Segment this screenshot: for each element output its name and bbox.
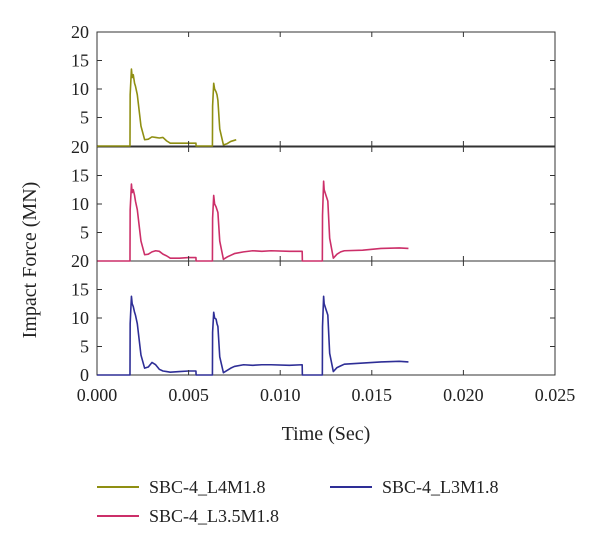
x-tick-label: 0.020 — [443, 385, 484, 405]
x-tick-label: 0.010 — [260, 385, 301, 405]
y-tick-label: 0 — [80, 365, 89, 385]
y-tick-label: 15 — [71, 51, 89, 71]
x-tick-label: 0.000 — [77, 385, 118, 405]
legend: SBC-4_L4M1.8 SBC-4_L3.5M1.8 SBC-4_L3M1.8 — [97, 477, 499, 526]
y-tick-label: 20 — [71, 22, 89, 42]
y-tick-label: 20 — [71, 137, 89, 157]
y-tick-label: 10 — [71, 194, 89, 214]
series-layer — [97, 68, 409, 376]
x-axis-title: Time (Sec) — [282, 423, 371, 445]
x-tick-label: 0.005 — [168, 385, 209, 405]
panel-frame-2 — [96, 146, 556, 262]
plot-panels — [96, 31, 556, 376]
panel-frame-1 — [96, 31, 556, 147]
y-tick-label: 15 — [71, 166, 89, 186]
y-axis-title: Impact Force (MN) — [19, 182, 41, 339]
y-tick-label: 5 — [80, 337, 89, 357]
legend-label-3: SBC-4_L3M1.8 — [382, 477, 499, 497]
y-tick-label: 10 — [71, 79, 89, 99]
y-tick-label: 20 — [71, 251, 89, 271]
panel-frame-3 — [96, 260, 556, 376]
y-tick-label: 5 — [80, 108, 89, 128]
legend-label-2: SBC-4_L3.5M1.8 — [149, 506, 279, 526]
legend-label-1: SBC-4_L4M1.8 — [149, 477, 266, 497]
series-line-1 — [97, 68, 237, 147]
y-tick-label: 5 — [80, 223, 89, 243]
y-tick-label: 15 — [71, 280, 89, 300]
y-axis-ticks: 5 10 15 20 5 10 15 20 0 5 10 15 20 — [71, 22, 555, 385]
series-line-3 — [97, 295, 409, 376]
x-axis-ticks: 0.000 0.005 0.010 0.015 0.020 0.025 — [77, 32, 576, 405]
x-tick-label: 0.025 — [535, 385, 576, 405]
x-tick-label: 0.015 — [352, 385, 393, 405]
y-tick-label: 10 — [71, 308, 89, 328]
series-line-2 — [97, 180, 409, 262]
